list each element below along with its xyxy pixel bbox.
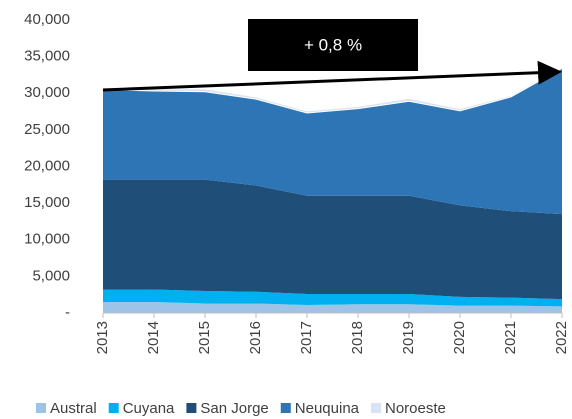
y-tick-label: 30,000 [24,84,70,101]
y-tick-label: 35,000 [24,48,70,65]
legend-label: Noroeste [385,400,446,417]
area [103,179,562,300]
x-tick-label: 2021 [502,321,519,354]
legend-swatch [36,403,46,413]
x-tick-label: 2016 [247,321,264,354]
x-tick-label: 2013 [94,321,111,354]
x-tick-label: 2015 [196,321,213,354]
x-tick-label: 2019 [400,321,417,354]
y-tick-label: 15,000 [24,194,70,211]
area [103,68,562,215]
legend-label: San Jorge [200,400,268,417]
x-tick-label: 2014 [145,321,162,354]
area [103,302,562,313]
area [103,289,562,307]
trend-arrow [102,60,562,92]
y-tick-label: 40,000 [24,11,70,28]
x-tick-label: 2018 [349,321,366,354]
legend-swatch [108,403,119,413]
y-tick-label: 20,000 [24,157,70,174]
areas [102,66,563,313]
legend-swatch [186,403,197,413]
annotation-box [248,19,418,71]
area [102,66,563,114]
y-tick-label: 5,000 [32,267,70,284]
legend-label: Neuquina [295,400,360,417]
y-tick-label: 10,000 [24,231,70,248]
x-tick-label: 2022 [553,321,570,354]
annotation: + 0,8 % [304,35,362,54]
x-tick-label: 2017 [298,321,315,354]
x-tick-label: 2020 [451,321,468,354]
legend-label: Cuyana [123,400,175,417]
legend-swatch [371,403,381,413]
y-tick-label: 25,000 [24,121,70,138]
legend-swatch [280,403,291,413]
y-tick-label: - [65,304,70,321]
legend-label: Austral [50,400,97,417]
